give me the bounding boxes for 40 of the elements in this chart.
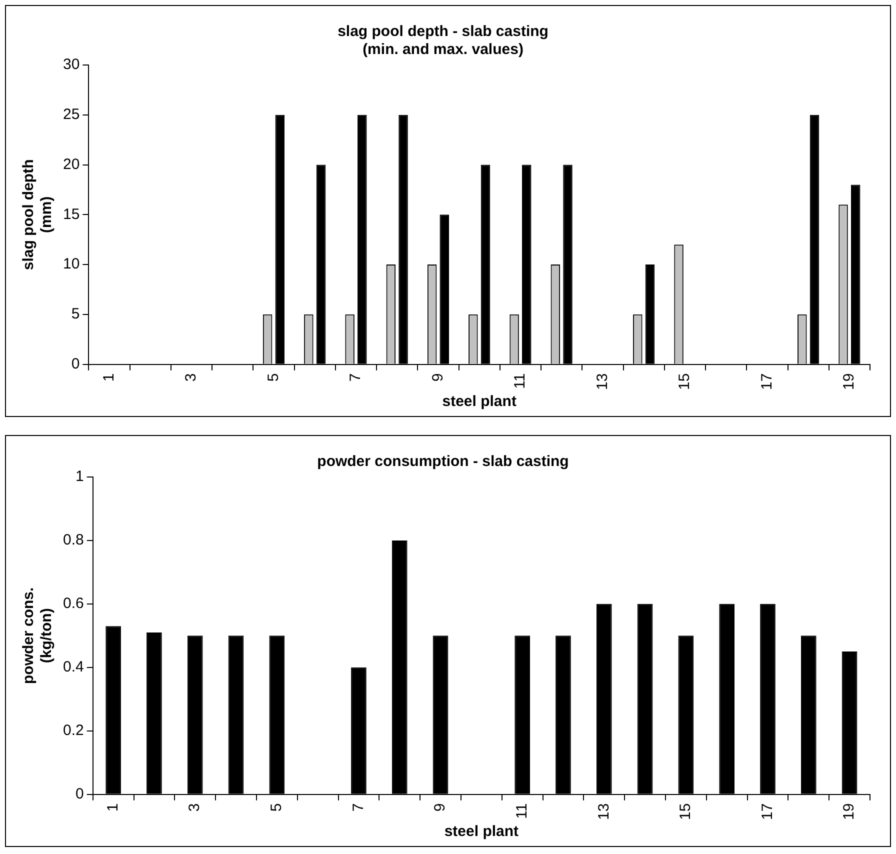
x-tick-label: 19 — [840, 803, 858, 820]
x-tick-label: 5 — [264, 373, 282, 382]
x-tick-label: 9 — [432, 803, 449, 812]
x-tick-label: 11 — [512, 373, 529, 389]
x-tick-label: 1 — [104, 803, 122, 812]
x-tick-label: 5 — [268, 803, 286, 812]
x-tick-label: 15 — [676, 373, 694, 390]
y-tick-label: 15 — [62, 206, 80, 223]
x-axis-title: steel plant — [442, 393, 516, 410]
y-tick-label: 0 — [76, 785, 84, 802]
y-tick-label: 25 — [62, 106, 80, 124]
y-tick-label: 0.2 — [62, 722, 84, 739]
x-tick-label: 1 — [100, 373, 118, 382]
y-tick-label: 0 — [71, 355, 80, 372]
x-axis-title: steel plant — [444, 823, 519, 840]
y-tick-label: 0.4 — [62, 658, 84, 676]
x-tick-label: 3 — [182, 373, 200, 382]
y-tick-label: 5 — [71, 306, 80, 323]
x-tick-label: 13 — [594, 373, 611, 390]
x-tick-label: 3 — [186, 803, 204, 812]
y-axis-title: slag pool depth (mm) — [20, 159, 56, 270]
chart-title: slag pool depth - slab casting — [338, 23, 548, 40]
y-axis-title: powder cons. (kg/ton) — [20, 587, 56, 684]
x-tick-label: 9 — [429, 373, 446, 382]
x-tick-label: 15 — [677, 803, 694, 820]
y-tick-label: 30 — [62, 56, 80, 74]
x-tick-label: 11 — [513, 803, 530, 819]
y-tick-label: 10 — [62, 256, 80, 273]
x-tick-label: 7 — [350, 803, 367, 812]
x-tick-label: 19 — [840, 373, 858, 390]
x-tick-label: 17 — [758, 373, 776, 390]
x-tick-label: 13 — [595, 803, 612, 820]
x-tick-label: 17 — [758, 803, 776, 820]
y-tick-label: 0.8 — [62, 532, 84, 549]
y-tick-label: 0.6 — [62, 595, 84, 612]
y-tick-label: 1 — [76, 468, 84, 486]
chart-title: powder consumption - slab casting — [317, 453, 569, 470]
chart-subtitle: (min. and max. values) — [362, 41, 524, 58]
y-tick-label: 20 — [62, 156, 80, 173]
x-tick-label: 7 — [347, 373, 364, 382]
